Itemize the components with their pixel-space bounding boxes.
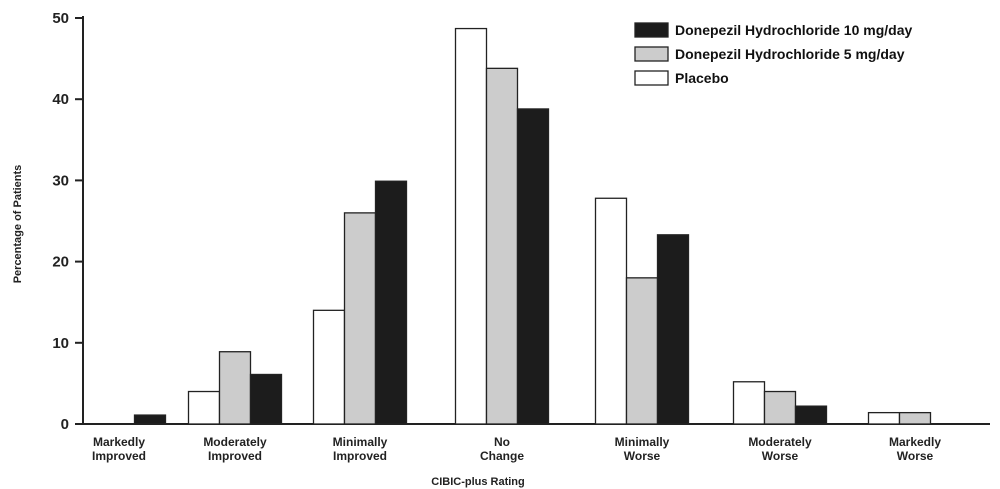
x-tick-label: Improved — [92, 449, 146, 463]
y-axis: 0 10 20 30 40 50 — [52, 10, 84, 433]
x-tick-label: Worse — [624, 449, 661, 463]
legend-label: Donepezil Hydrochloride 5 mg/day — [675, 46, 905, 62]
bars — [133, 27, 932, 425]
x-axis-label: CIBIC-plus Rating — [431, 476, 525, 488]
legend-swatch — [634, 46, 669, 62]
bar-donepezil-hydrochloride-10-mg-day-1 — [249, 373, 283, 425]
y-tick-label: 30 — [52, 172, 69, 189]
x-tick-label: Moderately — [203, 435, 267, 449]
x-tick-label: Markedly — [889, 435, 941, 449]
bar-placebo-3 — [454, 27, 488, 425]
x-tick-label: Worse — [762, 449, 799, 463]
bar-donepezil-hydrochloride-10-mg-day-3 — [516, 108, 550, 425]
x-tick-label: Improved — [208, 449, 262, 463]
y-tick-label: 0 — [61, 416, 69, 433]
y-tick-label: 50 — [52, 10, 69, 27]
bar-donepezil-hydrochloride-5-mg-day-4 — [625, 277, 659, 425]
x-tick-label: Markedly — [93, 435, 145, 449]
y-tick-label: 10 — [52, 335, 69, 352]
bar-placebo-5 — [732, 381, 766, 425]
x-tick-label: Worse — [897, 449, 934, 463]
x-tick-label: Moderately — [748, 435, 812, 449]
legend-swatch — [634, 22, 669, 38]
bar-donepezil-hydrochloride-5-mg-day-6 — [898, 411, 932, 425]
x-tick-label: Minimally — [615, 435, 670, 449]
legend-swatch — [634, 70, 669, 86]
category-labels: MarkedlyImprovedModeratelyImprovedMinima… — [92, 435, 941, 463]
bar-placebo-4 — [594, 197, 628, 425]
x-tick-label: No — [494, 435, 510, 449]
bar-donepezil-hydrochloride-5-mg-day-2 — [343, 212, 377, 425]
bar-donepezil-hydrochloride-10-mg-day-0 — [133, 414, 167, 425]
legend-label: Donepezil Hydrochloride 10 mg/day — [675, 22, 912, 38]
bar-placebo-6 — [867, 411, 901, 425]
legend-label: Placebo — [675, 70, 729, 86]
bar-donepezil-hydrochloride-5-mg-day-3 — [485, 67, 519, 425]
x-tick-label: Change — [480, 449, 524, 463]
x-tick-label: Minimally — [333, 435, 388, 449]
y-axis-label: Percentage of Patients — [12, 165, 24, 284]
y-tick-label: 20 — [52, 254, 69, 271]
bar-donepezil-hydrochloride-10-mg-day-5 — [794, 405, 828, 425]
bar-placebo-1 — [187, 390, 221, 425]
x-tick-label: Improved — [333, 449, 387, 463]
bar-placebo-2 — [312, 309, 346, 425]
bar-donepezil-hydrochloride-5-mg-day-5 — [763, 390, 797, 425]
y-tick-label: 40 — [52, 91, 69, 108]
bar-donepezil-hydrochloride-5-mg-day-1 — [218, 351, 252, 425]
bar-donepezil-hydrochloride-10-mg-day-2 — [374, 180, 408, 425]
bar-donepezil-hydrochloride-10-mg-day-4 — [656, 234, 690, 425]
legend: Donepezil Hydrochloride 10 mg/day Donepez… — [634, 22, 912, 86]
